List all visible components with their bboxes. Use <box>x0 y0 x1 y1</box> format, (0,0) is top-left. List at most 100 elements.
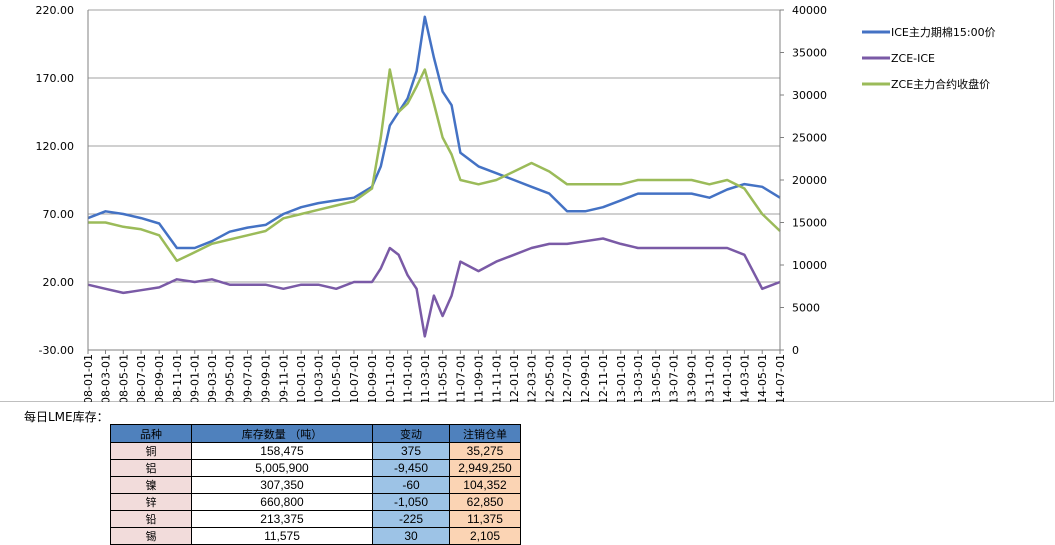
table-row: 铝 5,005,900 -9,450 2,949,250 <box>110 459 521 477</box>
right-tick-label: 10000 <box>792 259 827 272</box>
right-tick-label: 40000 <box>792 4 827 17</box>
left-tick-label: 170.00 <box>36 72 75 85</box>
x-tick-label: 2010-01-01 <box>295 354 308 402</box>
x-tick-label: 2009-01-01 <box>189 354 202 402</box>
x-tick-label: 2012-05-01 <box>543 354 556 402</box>
x-tick-label: 2013-01-01 <box>615 354 628 402</box>
left-tick-label: 20.00 <box>43 276 75 289</box>
x-tick-label: 2008-09-01 <box>153 354 166 402</box>
line-chart: 220.00 170.00 120.00 70.00 20.00 -30.00 40000 3… <box>36 4 996 402</box>
lme-caption: 每日LME库存： <box>24 410 109 424</box>
right-tick-label: 15000 <box>792 217 827 230</box>
right-tick-label: 30000 <box>792 89 827 102</box>
metal-cell: 镍 <box>110 476 192 494</box>
left-tick-label: 120.00 <box>36 140 75 153</box>
right-tick-label: 35000 <box>792 47 827 60</box>
x-tick-label: 2008-03-01 <box>99 354 112 402</box>
metal-cell: 锡 <box>110 527 192 545</box>
x-tick-label: 2011-07-01 <box>454 354 467 402</box>
left-tick-label: -30.00 <box>39 344 74 357</box>
metal-cell: 铅 <box>110 510 192 528</box>
legend: ICE主力期棉15:00价 ZCE-ICE ZCE主力合约收盘价 <box>862 25 996 91</box>
x-tick-label: 2012-09-01 <box>579 354 592 402</box>
stock-cell: 660,800 <box>191 493 373 511</box>
stock-cell: 5,005,900 <box>191 459 373 477</box>
x-tick-label: 2014-03-01 <box>738 354 751 402</box>
change-cell: -60 <box>372 476 450 494</box>
x-tick-label: 2011-11-01 <box>490 354 503 402</box>
stock-cell: 213,375 <box>191 510 373 528</box>
chart-frame <box>0 0 1054 402</box>
x-tick-label: 2012-03-01 <box>526 354 539 402</box>
series-line-2 <box>88 68 781 263</box>
change-cell: -225 <box>372 510 450 528</box>
x-tick-label: 2010-09-01 <box>366 354 379 402</box>
x-tick-label: 2010-03-01 <box>312 354 325 402</box>
stock-cell: 11,575 <box>191 527 373 545</box>
metal-cell: 铝 <box>110 459 192 477</box>
stock-cell: 158,475 <box>191 442 373 460</box>
x-tick-label: 2013-07-01 <box>668 354 681 402</box>
header-stock: 库存数量 （吨） <box>191 424 373 443</box>
x-tick-label: 2013-03-01 <box>632 354 645 402</box>
right-tick-label: 20000 <box>792 174 827 187</box>
cancelled-cell: 62,850 <box>449 493 521 511</box>
left-tick-label: 70.00 <box>43 208 75 221</box>
table-header-row: 品种 库存数量 （吨） 变动 注销仓单 <box>110 424 521 443</box>
header-metal: 品种 <box>110 424 192 443</box>
x-tick-label: 2014-01-01 <box>721 354 734 402</box>
series-lines <box>87 15 781 338</box>
cancelled-cell: 104,352 <box>449 476 521 494</box>
lme-inventory-table: 品种 库存数量 （吨） 变动 注销仓单 铜 158,475 375 35,275… <box>110 424 521 545</box>
right-tick-label: 0 <box>792 344 799 357</box>
legend-label-0: ICE主力期棉15:00价 <box>891 25 996 39</box>
cancelled-cell: 2,949,250 <box>449 459 521 477</box>
x-tick-label: 2008-11-01 <box>171 354 184 402</box>
x-tick-label: 2009-07-01 <box>242 354 255 402</box>
legend-label-2: ZCE主力合约收盘价 <box>891 77 990 91</box>
series-line-1 <box>87 237 781 338</box>
x-tick-label: 2010-07-01 <box>348 354 361 402</box>
x-tick-label: 2009-05-01 <box>224 354 237 402</box>
x-tick-label: 2012-01-01 <box>508 354 521 402</box>
cancelled-cell: 35,275 <box>449 442 521 460</box>
cancelled-cell: 11,375 <box>449 510 521 528</box>
change-cell: -9,450 <box>372 459 450 477</box>
table-row: 锌 660,800 -1,050 62,850 <box>110 493 521 511</box>
x-tick-label: 2011-05-01 <box>437 354 450 402</box>
x-tick-label: 2008-07-01 <box>135 354 148 402</box>
x-tick-label: 2008-05-01 <box>117 354 130 402</box>
x-tick-label: 2011-01-01 <box>402 354 415 402</box>
x-tick-label: 2012-11-01 <box>597 354 610 402</box>
table-row: 锡 11,575 30 2,105 <box>110 527 521 545</box>
metal-cell: 锌 <box>110 493 192 511</box>
right-tick-label: 5000 <box>792 302 820 315</box>
legend-label-1: ZCE-ICE <box>891 52 935 65</box>
x-tick-label: 2009-09-01 <box>260 354 273 402</box>
header-cancelled: 注销仓单 <box>449 424 521 443</box>
x-tick-label: 2011-03-01 <box>419 354 432 402</box>
x-tick-label: 2012-07-01 <box>561 354 574 402</box>
stock-cell: 307,350 <box>191 476 373 494</box>
right-tick-label: 25000 <box>792 132 827 145</box>
change-cell: -1,050 <box>372 493 450 511</box>
table-row: 铅 213,375 -225 11,375 <box>110 510 521 528</box>
header-change: 变动 <box>372 424 450 443</box>
x-tick-label: 2010-11-01 <box>384 354 397 402</box>
cancelled-cell: 2,105 <box>449 527 521 545</box>
metal-cell: 铜 <box>110 442 192 460</box>
x-tick-label: 2013-05-01 <box>650 354 663 402</box>
left-tick-label: 220.00 <box>36 4 75 17</box>
x-tick-label: 2014-05-01 <box>756 354 769 402</box>
change-cell: 375 <box>372 442 450 460</box>
axes: 220.00 170.00 120.00 70.00 20.00 -30.00 40000 3… <box>36 4 828 402</box>
grid-lines <box>88 9 780 283</box>
x-tick-label: 2009-11-01 <box>277 354 290 402</box>
x-tick-label: 2013-11-01 <box>703 354 716 402</box>
table-row: 镍 307,350 -60 104,352 <box>110 476 521 494</box>
x-tick-label: 2014-07-01 <box>774 354 787 402</box>
x-tick-label: 2011-09-01 <box>472 354 485 402</box>
x-tick-label: 2010-05-01 <box>330 354 343 402</box>
change-cell: 30 <box>372 527 450 545</box>
x-tick-label: 2008-01-01 <box>82 354 95 402</box>
